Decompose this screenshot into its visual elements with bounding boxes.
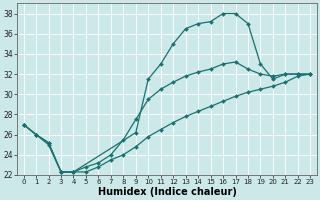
X-axis label: Humidex (Indice chaleur): Humidex (Indice chaleur) (98, 187, 236, 197)
